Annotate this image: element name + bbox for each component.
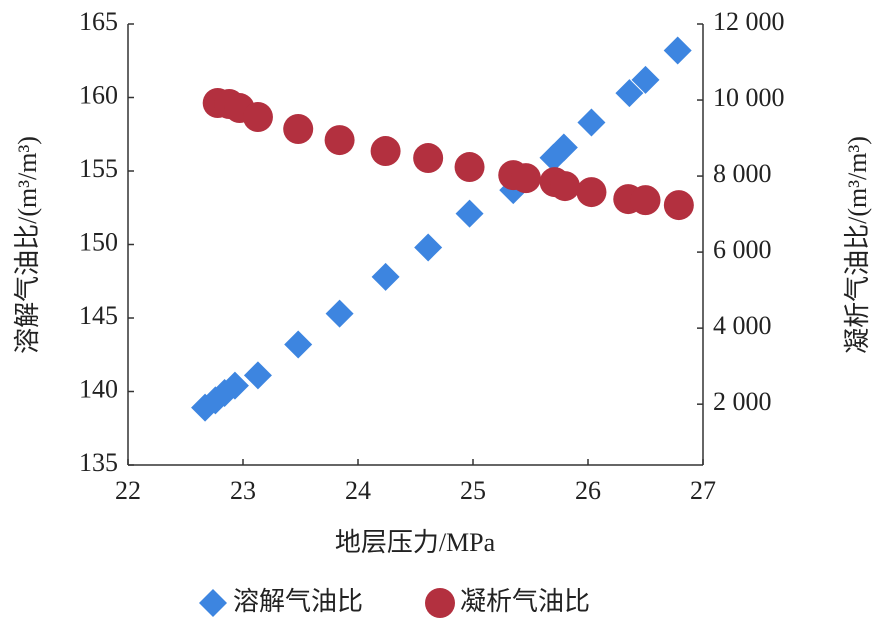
point (220, 371, 249, 400)
point (630, 185, 661, 216)
y-axis-label: 溶解气油比/(m³/m³) (13, 136, 42, 354)
point (663, 36, 692, 65)
point (663, 190, 694, 221)
point (371, 262, 400, 291)
point (510, 163, 541, 194)
y-tick-label: 165 (79, 7, 118, 36)
point (324, 125, 355, 156)
y-tick-label: 140 (79, 374, 118, 403)
point (283, 114, 314, 145)
point (243, 361, 272, 390)
x-tick-label: 25 (460, 476, 486, 505)
point (455, 199, 484, 228)
y2-tick-label: 2 000 (713, 387, 772, 416)
point (370, 136, 401, 167)
x-tick-label: 22 (115, 476, 141, 505)
legend-marker (199, 589, 227, 617)
x-tick-label: 27 (690, 476, 716, 505)
legend-marker (425, 588, 455, 618)
point (550, 171, 580, 202)
point (242, 102, 273, 133)
y2-tick-label: 8 000 (713, 159, 772, 188)
y-tick-label: 145 (79, 301, 118, 330)
point (454, 152, 485, 183)
y-tick-label: 150 (79, 227, 118, 256)
y2-tick-label: 4 000 (713, 311, 772, 340)
point (413, 143, 444, 174)
point (577, 108, 606, 137)
point (549, 133, 578, 162)
x-axis-label: 地层压力/MPa (335, 528, 496, 557)
x-tick-label: 26 (575, 476, 601, 505)
y2-tick-label: 12 000 (713, 7, 785, 36)
y-tick-label: 155 (79, 154, 118, 183)
y2-axis-label: 凝析气油比/(m³/m³) (843, 136, 872, 354)
point (631, 65, 660, 94)
x-tick-label: 24 (345, 476, 371, 505)
y-tick-label: 160 (79, 80, 118, 109)
point (325, 299, 354, 328)
point (576, 177, 607, 208)
legend-label: 溶解气油比 (233, 587, 363, 616)
y2-tick-label: 6 000 (713, 235, 772, 264)
y-tick-label: 135 (79, 448, 118, 477)
x-tick-label: 23 (230, 476, 256, 505)
point (284, 330, 313, 359)
y2-tick-label: 10 000 (713, 83, 785, 112)
legend-label: 凝析气油比 (460, 587, 590, 616)
point (414, 233, 443, 262)
point (615, 79, 644, 108)
